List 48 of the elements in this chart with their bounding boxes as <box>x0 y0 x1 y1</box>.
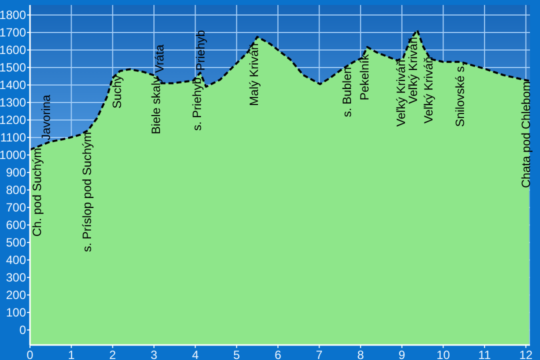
annotation: Javorina <box>39 94 54 140</box>
x-tick-label: 9 <box>398 348 406 360</box>
y-tick-label: 1200 <box>0 113 26 128</box>
annotation: s. Priehyb <box>190 77 204 131</box>
x-tick-label: 12 <box>519 348 533 360</box>
y-tick-label: 1000 <box>0 148 26 162</box>
annotation: Chata pod Chlebom <box>518 81 533 188</box>
y-tick-label: 1400 <box>0 78 26 92</box>
annotation: Biele skaly <box>149 76 164 134</box>
y-tick-label: 1600 <box>0 43 26 58</box>
y-tick-label: 800 <box>6 183 26 198</box>
annotation: Pekelník <box>357 53 372 100</box>
y-tick-label: 200 <box>6 288 26 302</box>
x-tick-label: 11 <box>478 348 492 360</box>
y-tick-label: 500 <box>6 236 26 250</box>
y-tick-label: 1800 <box>0 8 26 22</box>
x-tick-label: 3 <box>150 348 158 360</box>
y-tick-label: 100 <box>6 306 26 320</box>
y-tick-label: 1300 <box>0 96 26 110</box>
annotation: Snilovské s. <box>453 62 468 127</box>
y-tick-label: 1700 <box>0 26 26 40</box>
x-tick-label: 5 <box>233 348 240 360</box>
y-tick-label: 300 <box>6 270 26 285</box>
x-tick-label: 0 <box>26 348 34 360</box>
annotation: Veľký Kriváň <box>406 36 420 104</box>
x-tick-label: 6 <box>274 348 282 360</box>
annotation: Vráta <box>152 44 166 73</box>
x-tick-label: 10 <box>436 348 450 360</box>
annotation: s. Bublen <box>340 67 354 118</box>
y-tick-label: 600 <box>6 218 26 232</box>
x-tick-label: 2 <box>109 348 116 360</box>
annotation: Veľký Kriváň <box>421 56 436 124</box>
x-tick-label: 8 <box>357 348 364 360</box>
x-tick-label: 4 <box>192 348 199 360</box>
x-tick-label: 1 <box>68 348 75 360</box>
y-tick-label: 1500 <box>0 60 26 75</box>
y-tick-label: 1100 <box>0 130 26 145</box>
y-tick-label: 400 <box>6 253 26 268</box>
annotation: s. Príslop pod Suchým <box>80 132 94 252</box>
y-tick-label: 900 <box>6 166 26 180</box>
annotation: Priehyb <box>194 30 208 71</box>
x-tick-label: 7 <box>316 348 323 360</box>
y-tick-label: 0 <box>19 323 26 338</box>
annotation: Ch. pod Suchým <box>30 148 44 237</box>
y-tick-label: 700 <box>6 200 26 215</box>
annotation: Veľký Kriváň <box>394 60 408 127</box>
annotation: Suchý <box>110 75 124 108</box>
annotation: Malý Kriváň <box>246 43 261 106</box>
